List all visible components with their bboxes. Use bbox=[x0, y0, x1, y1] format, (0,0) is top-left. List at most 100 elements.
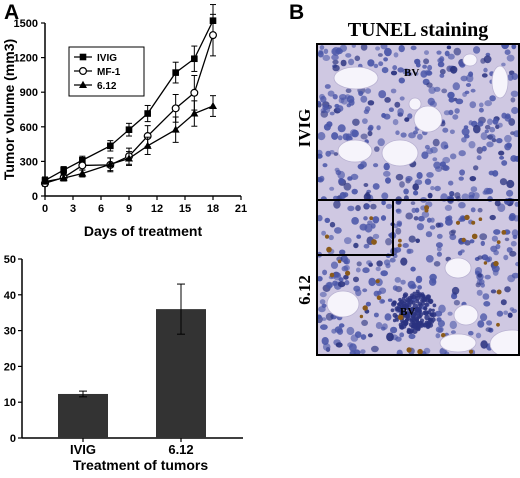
nucleus bbox=[346, 326, 355, 336]
data-point bbox=[41, 177, 49, 185]
nucleus bbox=[480, 240, 485, 246]
cluster-nucleus bbox=[423, 306, 428, 311]
data-point bbox=[79, 156, 86, 164]
nucleus bbox=[451, 286, 460, 295]
nucleus bbox=[468, 120, 473, 126]
apoptotic-nucleus bbox=[375, 279, 380, 284]
apoptotic-nucleus bbox=[441, 333, 446, 338]
nucleus bbox=[347, 205, 355, 212]
nucleus bbox=[425, 231, 433, 238]
nucleus bbox=[447, 215, 453, 221]
cluster-nucleus bbox=[420, 298, 424, 303]
nucleus bbox=[326, 282, 333, 289]
nucleus bbox=[430, 217, 435, 223]
nucleus bbox=[395, 173, 404, 181]
nucleus bbox=[496, 310, 504, 317]
nucleus bbox=[344, 237, 352, 245]
cluster-nucleus bbox=[420, 301, 426, 306]
nucleus bbox=[336, 328, 344, 335]
apoptotic-nucleus bbox=[398, 238, 402, 243]
nucleus bbox=[408, 333, 416, 340]
nucleus bbox=[321, 337, 329, 345]
nucleus bbox=[496, 138, 503, 144]
legend-marker bbox=[79, 53, 87, 61]
blood-vessel bbox=[337, 139, 373, 163]
data-point bbox=[209, 101, 217, 110]
nucleus bbox=[332, 280, 338, 286]
cluster-nucleus bbox=[410, 306, 415, 311]
blood-vessel bbox=[462, 53, 478, 67]
nucleus bbox=[334, 167, 340, 172]
nucleus bbox=[354, 55, 361, 62]
cluster-nucleus bbox=[409, 318, 414, 323]
nucleus bbox=[383, 162, 390, 171]
nucleus bbox=[360, 133, 368, 140]
nucleus bbox=[504, 113, 511, 119]
nucleus bbox=[345, 88, 352, 93]
nucleus bbox=[460, 75, 468, 82]
nucleus bbox=[425, 254, 434, 263]
legend-marker bbox=[78, 66, 87, 75]
nucleus bbox=[361, 319, 368, 326]
nucleus bbox=[439, 161, 446, 167]
cluster-nucleus bbox=[418, 312, 423, 317]
nucleus bbox=[421, 151, 429, 159]
nucleus bbox=[466, 74, 474, 83]
nucleus bbox=[436, 50, 442, 55]
nucleus bbox=[511, 106, 519, 115]
nucleus bbox=[439, 56, 445, 63]
nucleus bbox=[435, 242, 443, 248]
nucleus bbox=[386, 332, 394, 342]
blood-vessel bbox=[489, 329, 519, 355]
nucleus bbox=[511, 73, 519, 80]
data-point bbox=[190, 109, 199, 117]
nucleus bbox=[411, 207, 417, 213]
nucleus bbox=[396, 349, 403, 355]
nucleus bbox=[337, 170, 346, 180]
nucleus bbox=[317, 314, 322, 319]
data-point bbox=[78, 161, 87, 170]
nucleus bbox=[407, 113, 413, 119]
data-point bbox=[125, 126, 133, 133]
apoptotic-nucleus bbox=[324, 234, 330, 239]
nucleus bbox=[364, 88, 372, 94]
nucleus bbox=[343, 259, 349, 265]
y-tick-label: 30 bbox=[4, 326, 16, 338]
data-point bbox=[78, 169, 87, 177]
nucleus bbox=[349, 129, 358, 137]
nucleus bbox=[447, 311, 453, 316]
nucleus bbox=[350, 334, 359, 342]
nucleus bbox=[322, 163, 328, 168]
nucleus bbox=[473, 46, 481, 54]
blood-vessel bbox=[408, 97, 422, 111]
nucleus bbox=[468, 330, 474, 336]
nucleus bbox=[442, 127, 449, 133]
cluster-nucleus bbox=[405, 313, 411, 319]
nucleus bbox=[486, 141, 494, 148]
nucleus bbox=[408, 235, 416, 243]
cluster-nucleus bbox=[430, 320, 434, 324]
nucleus bbox=[397, 67, 405, 73]
bar-chart-ticks: 0 10 20 30 40 50 IVIG 6.12 bbox=[4, 254, 194, 457]
nucleus bbox=[339, 249, 346, 255]
nucleus bbox=[484, 129, 489, 134]
apoptotic-nucleus bbox=[424, 205, 430, 211]
nucleus bbox=[399, 181, 405, 188]
nucleus bbox=[448, 109, 454, 116]
nucleus bbox=[459, 169, 465, 176]
nucleus bbox=[430, 186, 435, 191]
nucleus bbox=[427, 64, 433, 71]
nucleus bbox=[489, 126, 496, 133]
cluster-nucleus bbox=[401, 296, 406, 301]
nucleus bbox=[362, 288, 368, 293]
cluster-nucleus bbox=[406, 327, 411, 332]
nucleus bbox=[340, 59, 347, 67]
nucleus bbox=[495, 243, 501, 250]
nucleus bbox=[383, 57, 388, 62]
nucleus bbox=[513, 130, 519, 138]
nucleus bbox=[375, 46, 381, 51]
nucleus bbox=[400, 279, 406, 285]
nucleus bbox=[483, 55, 492, 64]
nucleus bbox=[343, 274, 349, 280]
nucleus bbox=[368, 124, 374, 131]
